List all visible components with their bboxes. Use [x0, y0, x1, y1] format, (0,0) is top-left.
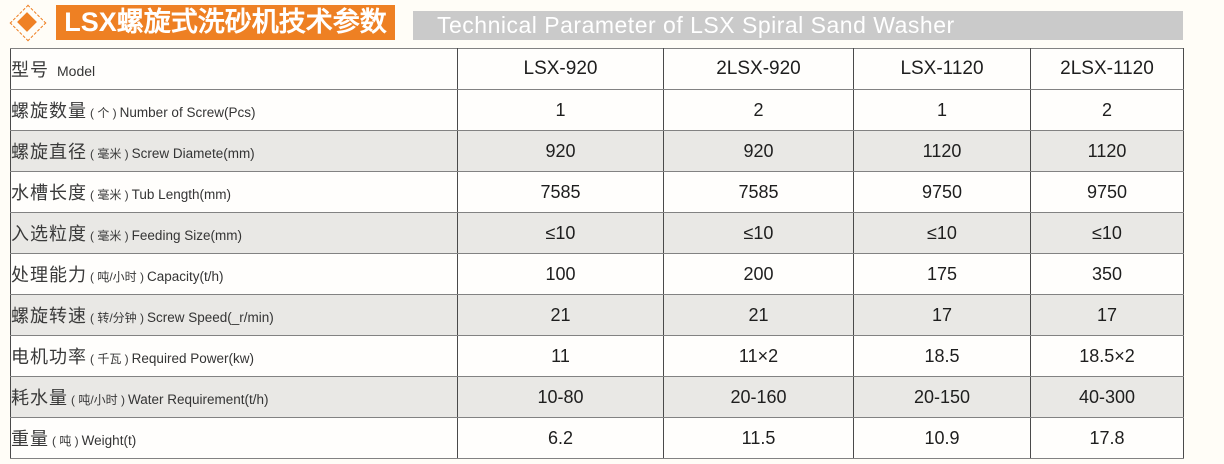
row-label-zh: 水槽长度 — [11, 183, 87, 203]
row-label-en: Number of Screw(Pcs) — [119, 105, 256, 120]
value-cell: 2 — [1030, 89, 1184, 131]
value-cell: 7585 — [457, 171, 664, 213]
value-cell: 20-160 — [663, 376, 854, 418]
model-label-zh: 型号 — [11, 60, 49, 80]
spec-table: 型号 Model LSX-920 2LSX-920 LSX-1120 2LSX-1120… — [10, 48, 1184, 459]
value-cell: 18.5 — [853, 335, 1031, 377]
value-cell: 6.2 — [457, 417, 664, 459]
value-cell: 7585 — [663, 171, 854, 213]
spec-row: 电机功率( 千瓦 ) Required Power(kw) 11 11×2 18.5 18… — [10, 335, 1184, 377]
value-cell: 175 — [853, 253, 1031, 295]
row-label: 螺旋直径( 毫米 ) Screw Diamete(mm) — [10, 130, 458, 172]
value-cell: 2 — [663, 89, 854, 131]
diamond-icon — [8, 3, 47, 42]
row-label: 螺旋数量( 个 ) Number of Screw(Pcs) — [10, 89, 458, 131]
row-label-zh: 电机功率 — [11, 347, 87, 367]
row-label-zh: 耗水量 — [11, 388, 68, 408]
title-english: Technical Parameter of LSX Spiral Sand W… — [413, 11, 1183, 40]
row-label-unit: ( 毫米 ) — [90, 229, 129, 243]
value-cell: 100 — [457, 253, 664, 295]
value-cell: 1120 — [1030, 130, 1184, 172]
spec-row: 螺旋转速( 转/分钟 ) Screw Speed(_r/min) 21 21 17 17 — [10, 294, 1184, 336]
spec-table-body: 螺旋数量( 个 ) Number of Screw(Pcs) 1 2 1 2 螺旋直径( 毫… — [10, 89, 1184, 459]
value-cell: ≤10 — [457, 212, 664, 254]
spec-row: 耗水量( 吨/小时 ) Water Requirement(t/h) 10-80 20… — [10, 376, 1184, 418]
row-label-unit: ( 毫米 ) — [90, 188, 129, 202]
value-cell: 920 — [663, 130, 854, 172]
row-label-unit: ( 吨 ) — [52, 434, 79, 448]
spec-row: 螺旋数量( 个 ) Number of Screw(Pcs) 1 2 1 2 — [10, 89, 1184, 131]
row-label: 处理能力( 吨/小时 ) Capacity(t/h) — [10, 253, 458, 295]
value-cell: 11 — [457, 335, 664, 377]
row-label-zh: 螺旋转速 — [11, 306, 87, 326]
value-cell: 9750 — [853, 171, 1031, 213]
row-label-zh: 螺旋直径 — [11, 142, 87, 162]
value-cell: ≤10 — [663, 212, 854, 254]
value-cell: 21 — [663, 294, 854, 336]
value-cell: 20-150 — [853, 376, 1031, 418]
value-cell: 9750 — [1030, 171, 1184, 213]
title-chinese: LSX螺旋式洗砂机技术参数 — [56, 5, 395, 40]
column-header: 2LSX-920 — [663, 48, 854, 90]
row-label-unit: ( 千瓦 ) — [90, 352, 129, 366]
value-cell: 200 — [663, 253, 854, 295]
row-label-unit: ( 毫米 ) — [90, 147, 129, 161]
value-cell: 10-80 — [457, 376, 664, 418]
row-label-unit: ( 个 ) — [90, 106, 117, 120]
value-cell: 11×2 — [663, 335, 854, 377]
row-label-en: Screw Speed(_r/min) — [147, 310, 274, 325]
row-label: 耗水量( 吨/小时 ) Water Requirement(t/h) — [10, 376, 458, 418]
spec-row: 水槽长度( 毫米 ) Tub Length(mm) 7585 7585 9750 9750 — [10, 171, 1184, 213]
row-label-zh: 螺旋数量 — [11, 101, 87, 121]
spec-row: 入选粒度( 毫米 ) Feeding Size(mm) ≤10 ≤10 ≤10 ≤10 — [10, 212, 1184, 254]
row-label: 重量( 吨 ) Weight(t) — [10, 417, 458, 459]
row-label-en: Weight(t) — [81, 433, 137, 448]
value-cell: 17.8 — [1030, 417, 1184, 459]
column-header: LSX-1120 — [853, 48, 1031, 90]
spec-row: 重量( 吨 ) Weight(t) 6.2 11.5 10.9 17.8 — [10, 417, 1184, 459]
row-label-en: Tub Length(mm) — [131, 187, 231, 202]
value-cell: 17 — [853, 294, 1031, 336]
row-label-en: Screw Diamete(mm) — [131, 146, 255, 161]
value-cell: 1 — [457, 89, 664, 131]
value-cell: 1120 — [853, 130, 1031, 172]
row-label: 入选粒度( 毫米 ) Feeding Size(mm) — [10, 212, 458, 254]
row-label-zh: 入选粒度 — [11, 224, 87, 244]
row-label-en: Capacity(t/h) — [147, 269, 224, 284]
row-label-zh: 重量 — [11, 429, 49, 449]
row-label: 电机功率( 千瓦 ) Required Power(kw) — [10, 335, 458, 377]
model-header-row: 型号 Model LSX-920 2LSX-920 LSX-1120 2LSX-1120 — [10, 48, 1184, 90]
value-cell: ≤10 — [1030, 212, 1184, 254]
model-label-en: Model — [57, 63, 96, 79]
value-cell: 920 — [457, 130, 664, 172]
value-cell: 10.9 — [853, 417, 1031, 459]
value-cell: 21 — [457, 294, 664, 336]
column-header: LSX-920 — [457, 48, 664, 90]
row-label-en: Water Requirement(t/h) — [128, 392, 269, 407]
row-label-en: Feeding Size(mm) — [131, 228, 242, 243]
row-label-en: Required Power(kw) — [131, 351, 254, 366]
value-cell: 11.5 — [663, 417, 854, 459]
row-label-zh: 处理能力 — [11, 265, 87, 285]
row-label-unit: ( 吨/小时 ) — [90, 270, 144, 284]
row-label: 水槽长度( 毫米 ) Tub Length(mm) — [10, 171, 458, 213]
value-cell: 40-300 — [1030, 376, 1184, 418]
value-cell: 350 — [1030, 253, 1184, 295]
model-row-label: 型号 Model — [10, 48, 458, 90]
row-label-unit: ( 转/分钟 ) — [90, 311, 144, 325]
spec-row: 螺旋直径( 毫米 ) Screw Diamete(mm) 920 920 1120 112… — [10, 130, 1184, 172]
column-header: 2LSX-1120 — [1030, 48, 1184, 90]
row-label: 螺旋转速( 转/分钟 ) Screw Speed(_r/min) — [10, 294, 458, 336]
spec-row: 处理能力( 吨/小时 ) Capacity(t/h) 100 200 175 350 — [10, 253, 1184, 295]
value-cell: 17 — [1030, 294, 1184, 336]
value-cell: ≤10 — [853, 212, 1031, 254]
value-cell: 18.5×2 — [1030, 335, 1184, 377]
value-cell: 1 — [853, 89, 1031, 131]
row-label-unit: ( 吨/小时 ) — [71, 393, 125, 407]
